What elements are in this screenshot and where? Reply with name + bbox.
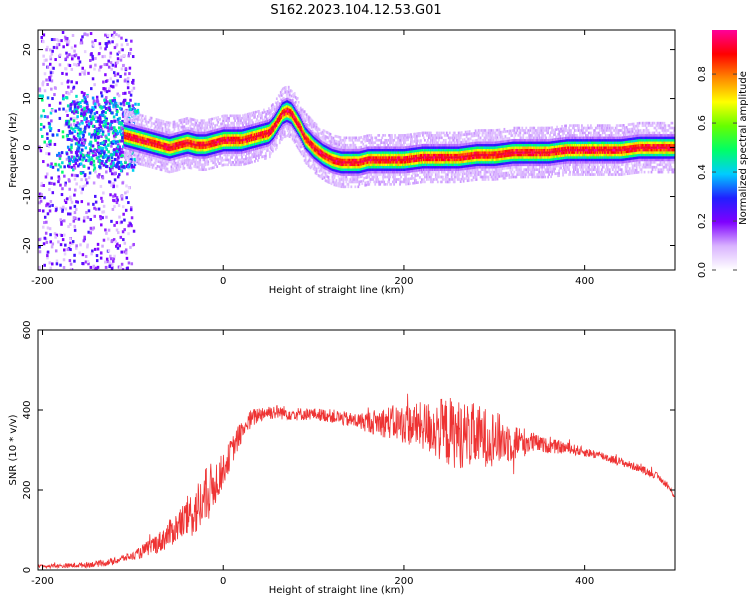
x-tick-label: -200 — [31, 576, 54, 587]
ridge-line — [123, 109, 675, 164]
spectrogram-cells — [38, 30, 675, 270]
colorbar-label: Normalized spectral amplitude — [738, 71, 749, 225]
x-tick-label: 0 — [220, 576, 226, 587]
y-axis-label: SNR (10 * v/v) — [8, 414, 19, 485]
colorbar-gradient — [712, 30, 737, 270]
x-tick-label: 400 — [575, 276, 594, 287]
colorbar-tick-label: 0.0 — [697, 262, 708, 278]
y-tick-label: 600 — [22, 320, 33, 339]
colorbar: 0.0 0.2 0.4 0.6 0.8 Normalized spectral ampli… — [697, 30, 749, 278]
y-tick-label: 400 — [22, 400, 33, 419]
spectrogram-chart: -200 0 200 400 20 10 0 -10 -20 Height of straight… — [8, 29, 676, 296]
y-tick-label: 10 — [22, 92, 33, 105]
y-tick-label: 20 — [22, 43, 33, 56]
x-tick-label: 200 — [394, 276, 413, 287]
colorbar-tick-label: 0.6 — [697, 115, 708, 131]
y-tick-label: 0 — [22, 144, 33, 150]
x-axis-label: Height of straight line (km) — [269, 285, 405, 296]
x-tick-label: 400 — [575, 576, 594, 587]
plot-frame — [37, 29, 676, 271]
y-axis-label: Frequency (Hz) — [8, 112, 19, 188]
colorbar-tick-label: 0.4 — [697, 164, 708, 180]
snr-line — [38, 393, 675, 570]
snr-chart: -200 0 200 400 600 400 200 0 Height of straight … — [8, 320, 676, 596]
x-axis-label: Height of straight line (km) — [269, 585, 405, 596]
x-tick-label: -200 — [31, 276, 54, 287]
colorbar-tick-label: 0.8 — [697, 66, 708, 82]
plot-frame — [37, 329, 676, 571]
y-tick-label: -10 — [22, 188, 33, 204]
x-tick-label: 200 — [394, 576, 413, 587]
y-tick-label: -20 — [22, 237, 33, 253]
x-tick-label: 0 — [220, 276, 226, 287]
y-tick-label: 200 — [22, 480, 33, 499]
colorbar-tick-label: 0.2 — [697, 213, 708, 229]
chart-title: S162.2023.104.12.53.G01 — [270, 3, 441, 18]
y-tick-label: 0 — [22, 567, 33, 573]
